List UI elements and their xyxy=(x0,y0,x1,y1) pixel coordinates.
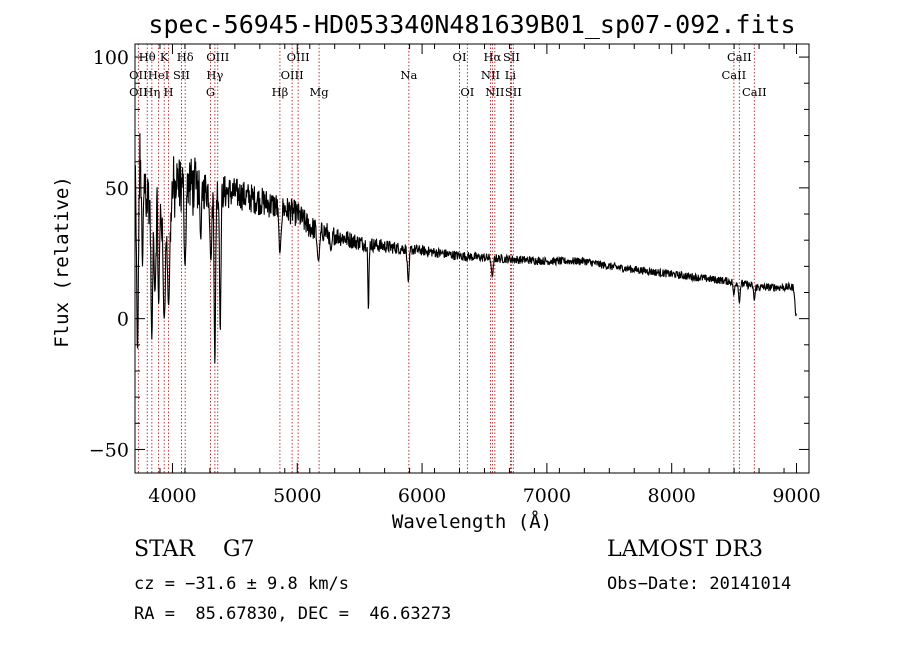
obs-date-label: Obs−Date: 20141014 xyxy=(607,574,792,594)
spectral-line-label: OIII xyxy=(287,50,310,64)
spectral-line-label: NII xyxy=(481,68,500,82)
spectral-line-label: CaII xyxy=(727,50,752,64)
x-axis-ticks: 4000 5000 6000 7000 8000 9000 xyxy=(134,44,821,507)
y-axis-ticks: −50 0 50 100 xyxy=(89,47,809,461)
plot-frame xyxy=(134,43,810,474)
y-tick-label: 50 xyxy=(105,178,129,200)
spectral-line-label: CaII xyxy=(742,85,767,99)
spectral-line-label: Hβ xyxy=(272,85,289,99)
spectral-line-label: OII xyxy=(129,85,148,99)
x-tick-label: 7000 xyxy=(523,485,571,507)
spectral-line-label: NII xyxy=(485,85,504,99)
spectral-line-label: G xyxy=(206,85,215,99)
spectral-line-markers xyxy=(137,44,755,473)
spectral-line-label: K xyxy=(160,50,169,64)
y-tick-label: 100 xyxy=(93,47,129,69)
chart-title: spec-56945-HD053340N481639B01_sp07-092.f… xyxy=(148,10,795,39)
spectral-line-label: OI xyxy=(453,50,467,64)
x-axis-label: Wavelength (Å) xyxy=(392,510,552,533)
spectral-line-label: OIII xyxy=(206,50,229,64)
spectrum-line xyxy=(134,133,797,364)
spectral-line-label: Na xyxy=(400,68,417,82)
spectral-line-label: OI xyxy=(460,85,474,99)
spectral-line-label: H xyxy=(164,85,174,99)
spectral-line-label: Hα xyxy=(483,50,501,64)
x-tick-label: 9000 xyxy=(772,485,820,507)
spectral-line-label: Hδ xyxy=(177,50,194,64)
spectral-line-label: Li xyxy=(505,68,517,82)
spectral-line-label: CaII xyxy=(721,68,746,82)
spectral-line-label: Mg xyxy=(310,85,330,99)
x-tick-label: 4000 xyxy=(148,485,196,507)
spectral-line-label: SII xyxy=(503,50,520,64)
x-tick-label: 5000 xyxy=(273,485,321,507)
x-tick-label: 8000 xyxy=(648,485,696,507)
survey-label: LAMOST DR3 xyxy=(607,537,763,562)
star-class-label: STAR G7 xyxy=(134,537,255,562)
y-tick-label: −50 xyxy=(89,439,129,461)
y-axis-label: Flux (relative) xyxy=(51,176,73,348)
spectral-line-label: Hθ xyxy=(139,50,156,64)
spectral-line-label: HeI xyxy=(148,68,169,82)
y-tick-label: 0 xyxy=(117,309,129,331)
spectral-line-label: OII xyxy=(129,68,148,82)
spectral-line-label: SII xyxy=(173,68,190,82)
coordinates-label: RA = 85.67830, DEC = 46.63273 xyxy=(134,604,452,624)
spectral-line-label: Hγ xyxy=(206,68,223,82)
spectral-line-label: OIII xyxy=(281,68,304,82)
x-tick-label: 6000 xyxy=(398,485,446,507)
spectral-line-label: Hη xyxy=(143,85,160,99)
redshift-label: cz = −31.6 ± 9.8 km/s xyxy=(134,574,349,594)
spectral-line-label: SII xyxy=(505,85,522,99)
